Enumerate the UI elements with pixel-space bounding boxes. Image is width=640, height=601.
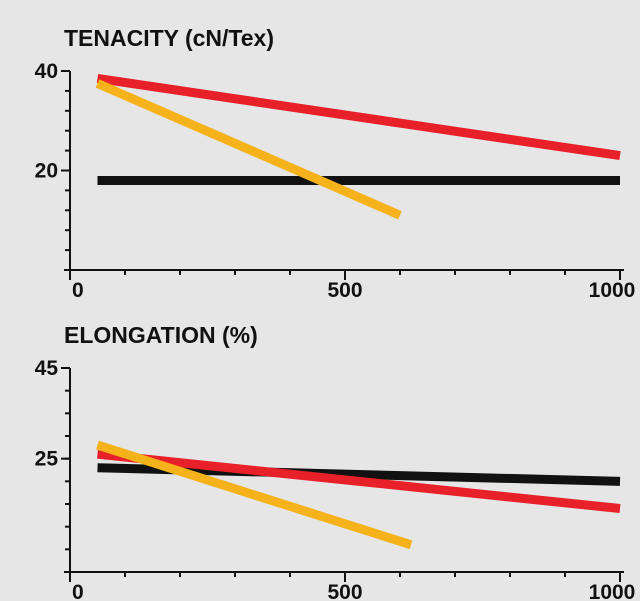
elongation-x-tick-label: 1000 — [589, 581, 636, 601]
tenacity-y-tick-label: 20 — [35, 160, 58, 183]
tenacity-x-tick-label: 0 — [72, 279, 84, 302]
elongation-y-tick-label: 25 — [35, 448, 59, 471]
elongation-x-tick-label: 500 — [327, 581, 362, 601]
tenacity-title: TENACITY (cN/Tex) — [64, 25, 274, 51]
tenacity-series-line-1 — [96, 74, 621, 161]
tenacity-y-tick-label: 40 — [35, 60, 58, 83]
tenacity-series-line-2 — [95, 79, 402, 220]
tenacity-x-tick-label: 500 — [327, 279, 362, 302]
elongation-series-line-2 — [96, 440, 413, 550]
elongation-chart: ELONGATION (%) 25 45 0 500 1000 — [35, 322, 636, 601]
tenacity-x-tick-label: 1000 — [589, 279, 636, 302]
tenacity-chart: TENACITY (cN/Tex) 20 40 0 500 1000 — [35, 25, 636, 302]
elongation-title: ELONGATION (%) — [64, 322, 258, 348]
elongation-x-tick-label: 0 — [72, 581, 84, 601]
elongation-series-line-1 — [97, 449, 621, 514]
elongation-y-tick-label: 45 — [35, 357, 59, 380]
